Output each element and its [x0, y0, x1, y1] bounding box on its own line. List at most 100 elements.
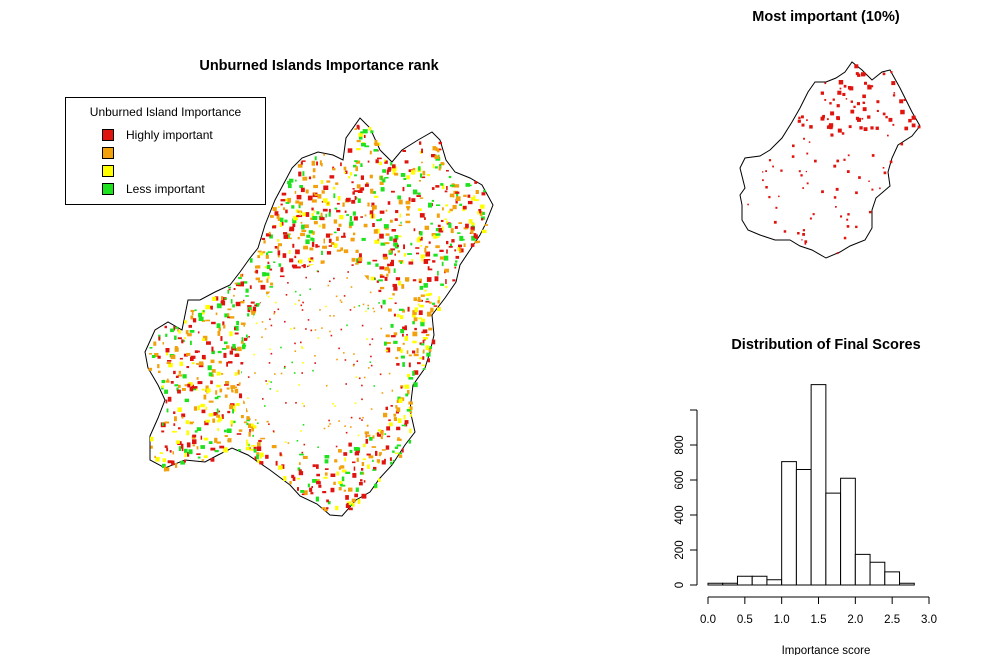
island-patch [167, 396, 172, 402]
island-patch [335, 182, 339, 185]
island-patch [371, 338, 374, 340]
island-patch [384, 177, 389, 179]
island-patch [345, 471, 351, 474]
island-patch [369, 437, 373, 441]
island-patch [418, 180, 421, 182]
island-patch [458, 222, 462, 224]
island-patch [362, 472, 365, 475]
y-tick-label: 600 [674, 470, 686, 489]
island-patch [240, 274, 243, 278]
island-patch [384, 341, 387, 346]
island-patch [242, 281, 248, 284]
island-patch [374, 483, 378, 488]
island-patch [321, 250, 323, 255]
island-patch [198, 312, 202, 318]
island-patch [394, 218, 398, 221]
important-island [876, 109, 879, 112]
island-patch [338, 347, 340, 350]
island-patch [382, 178, 386, 183]
island-patch [360, 175, 364, 180]
island-patch [455, 191, 460, 194]
island-patch [201, 409, 206, 414]
island-patch [255, 277, 260, 281]
island-patch [174, 335, 177, 340]
island-patch [405, 277, 410, 282]
island-patch [421, 161, 423, 164]
island-patch [248, 306, 252, 310]
important-island [783, 230, 787, 233]
island-patch [376, 280, 379, 283]
important-island [773, 220, 777, 224]
island-patch [313, 192, 316, 195]
important-island [855, 225, 858, 229]
island-patch [352, 364, 355, 367]
island-patch [390, 262, 394, 267]
island-patch [419, 304, 424, 308]
island-patch [233, 404, 236, 409]
island-patch [395, 210, 399, 214]
island-patch [381, 449, 386, 451]
island-patch [307, 319, 310, 321]
island-patch [190, 388, 193, 392]
island-patch [320, 180, 324, 184]
island-patch [241, 337, 244, 342]
island-patch [269, 388, 272, 390]
island-patch [293, 327, 296, 329]
island-patch [177, 389, 181, 394]
island-patch [212, 418, 216, 423]
island-patch [312, 369, 314, 372]
island-patch [436, 204, 441, 206]
island-patch [296, 477, 300, 480]
important-island [875, 126, 879, 130]
island-patch [282, 253, 287, 258]
island-patch [377, 433, 382, 437]
island-patch [168, 363, 173, 368]
island-patch [204, 420, 209, 426]
island-patch [351, 199, 356, 204]
island-patch [290, 328, 292, 330]
island-patch [438, 166, 441, 171]
island-patch [289, 228, 294, 232]
island-patch [308, 176, 312, 180]
island-patch [379, 266, 385, 270]
island-patch [345, 431, 348, 434]
island-patch [280, 199, 286, 202]
island-patch [322, 491, 327, 494]
island-patch [344, 359, 347, 361]
island-patch [173, 326, 178, 329]
island-patch [314, 194, 319, 196]
histogram-bar [781, 461, 797, 586]
island-patch [398, 199, 403, 205]
island-patch [300, 430, 302, 432]
island-patch [211, 350, 215, 355]
island-patch [385, 445, 390, 450]
important-island [889, 160, 893, 164]
island-patch [302, 455, 308, 459]
island-patch [454, 263, 457, 267]
island-patch [348, 176, 351, 179]
island-patch [413, 228, 416, 232]
island-patch [413, 382, 418, 388]
island-patch [299, 469, 302, 473]
island-patch [211, 346, 214, 352]
island-patch [394, 172, 399, 176]
island-patch [268, 231, 271, 235]
island-patch [452, 279, 456, 282]
island-patch [214, 396, 219, 400]
island-patch [456, 193, 459, 197]
island-patch [316, 464, 319, 469]
island-patch [194, 430, 198, 433]
island-patch [196, 427, 202, 431]
island-patch [203, 394, 207, 400]
island-patch [443, 255, 449, 261]
island-patch [238, 429, 243, 432]
histogram-bar [840, 477, 856, 586]
island-patch [378, 478, 381, 482]
island-patch [165, 333, 168, 337]
island-patch [417, 299, 422, 302]
island-patch [240, 322, 246, 325]
important-island [820, 116, 825, 121]
island-patch [425, 300, 430, 303]
island-patch [274, 246, 278, 249]
legend-label: Less important [126, 182, 205, 196]
